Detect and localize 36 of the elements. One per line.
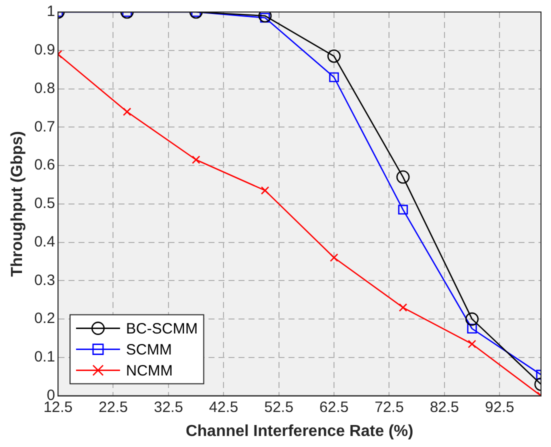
legend-label: NCMM xyxy=(126,362,173,380)
x-tick-label: 92.5 xyxy=(485,398,514,416)
point xyxy=(192,156,200,164)
point xyxy=(465,312,479,326)
y-tick-label: 1 xyxy=(46,3,56,20)
legend-label: SCMM xyxy=(126,341,172,358)
point xyxy=(122,108,132,116)
point xyxy=(329,72,339,82)
y-axis-title: Throughput (Gbps) xyxy=(9,131,26,277)
y-tick-label: 0.8 xyxy=(34,80,56,97)
legend-label: BC-SCMM xyxy=(126,320,198,338)
x-tick-label: 12.5 xyxy=(43,398,73,416)
y-tick-label: 0.4 xyxy=(34,233,56,250)
point xyxy=(260,186,270,195)
y-tick-label: 0.5 xyxy=(34,195,56,212)
x-tick-label: 82.5 xyxy=(430,398,460,416)
point xyxy=(398,303,408,312)
y-tick-label: 0.3 xyxy=(34,272,56,289)
y-tick-label: 0.7 xyxy=(34,118,56,136)
x-tick-label: 22.5 xyxy=(98,398,128,416)
y-tick-label: 0.6 xyxy=(34,156,56,174)
point xyxy=(330,253,338,262)
x-tick-label: 62.5 xyxy=(319,398,349,416)
x-tick-label: 32.5 xyxy=(154,398,184,416)
x-tick-label: 72.5 xyxy=(374,398,404,416)
point xyxy=(396,170,410,184)
x-tick-label: 52.5 xyxy=(264,398,294,416)
point xyxy=(327,49,341,63)
point xyxy=(398,204,408,215)
y-tick-label: 0.1 xyxy=(34,348,56,366)
point xyxy=(468,340,476,348)
point xyxy=(467,324,477,334)
x-tick-label: 42.5 xyxy=(209,398,238,416)
y-tick-label: 0.2 xyxy=(34,310,56,328)
x-axis-title: Channel Interference Rate (%) xyxy=(186,422,414,440)
y-tick-label: 0.9 xyxy=(34,42,56,59)
